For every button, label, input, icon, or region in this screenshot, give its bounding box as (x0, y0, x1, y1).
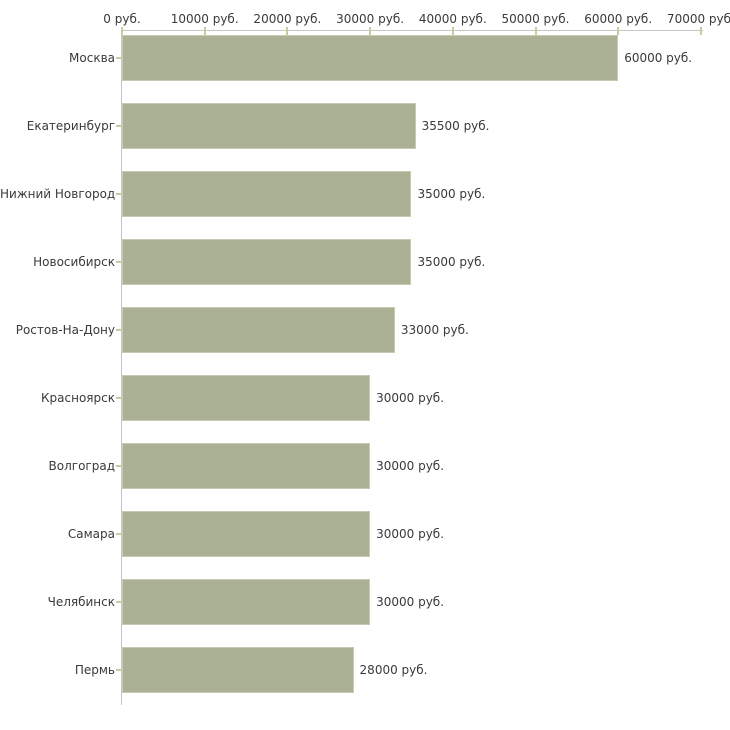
value-label: 35000 руб. (417, 255, 486, 269)
bar (122, 307, 395, 353)
y-axis-tick-mark (116, 193, 121, 195)
category-label: Волгоград (48, 459, 115, 473)
y-axis-line (121, 30, 122, 705)
value-label: 60000 руб. (624, 51, 693, 65)
x-axis-tick-label: 70000 руб. (666, 12, 730, 26)
y-axis-tick-mark (116, 125, 121, 127)
value-label: 35500 руб. (421, 119, 490, 133)
category-label: Нижний Новгород (0, 187, 116, 201)
y-axis-tick-mark (116, 465, 121, 467)
y-axis-tick-mark (116, 601, 121, 603)
x-axis-tick-mark (121, 27, 123, 35)
x-axis-tick-label: 50000 руб. (501, 12, 570, 26)
bar (122, 647, 354, 693)
bar (122, 443, 371, 489)
y-axis-tick-mark (116, 329, 121, 331)
bar (122, 35, 619, 81)
value-label: 30000 руб. (376, 595, 445, 609)
x-axis-tick-mark (369, 27, 372, 35)
x-axis-tick-label: 20000 руб. (253, 12, 322, 26)
x-axis-tick-mark (617, 27, 620, 35)
x-axis-tick-mark (451, 27, 454, 35)
bar (122, 171, 412, 217)
x-axis-tick-label: 40000 руб. (418, 12, 487, 26)
value-label: 28000 руб. (359, 663, 428, 677)
x-axis-tick-mark (286, 27, 289, 35)
category-label: Новосибирск (33, 255, 115, 269)
x-axis-tick-label: 60000 руб. (584, 12, 653, 26)
value-label: 30000 руб. (376, 527, 445, 541)
category-label: Пермь (74, 663, 115, 677)
category-label: Москва (69, 51, 115, 65)
x-axis-tick-mark (699, 27, 702, 35)
category-label: Екатеринбург (26, 119, 115, 133)
x-axis-tick-label: 10000 руб. (170, 12, 239, 26)
bar (122, 579, 371, 625)
x-axis-tick-mark (203, 27, 206, 35)
y-axis-tick-mark (116, 669, 121, 671)
value-label: 33000 руб. (400, 323, 469, 337)
x-axis-tick-mark (534, 27, 537, 35)
value-label: 30000 руб. (376, 459, 445, 473)
category-label: Челябинск (47, 595, 115, 609)
bar (122, 239, 412, 285)
y-axis-tick-mark (116, 261, 121, 263)
bar (122, 103, 416, 149)
category-label: Самара (67, 527, 115, 541)
bar (122, 511, 371, 557)
x-axis-tick-label: 0 руб. (103, 12, 141, 26)
y-axis-tick-mark (116, 57, 121, 59)
bar (122, 375, 371, 421)
y-axis-tick-mark (116, 533, 121, 535)
x-axis-line (121, 30, 703, 31)
category-label: Ростов-На-Дону (15, 323, 115, 337)
value-label: 30000 руб. (376, 391, 445, 405)
x-axis-tick-label: 30000 руб. (336, 12, 405, 26)
y-axis-tick-mark (116, 397, 121, 399)
value-label: 35000 руб. (417, 187, 486, 201)
category-label: Красноярск (41, 391, 115, 405)
